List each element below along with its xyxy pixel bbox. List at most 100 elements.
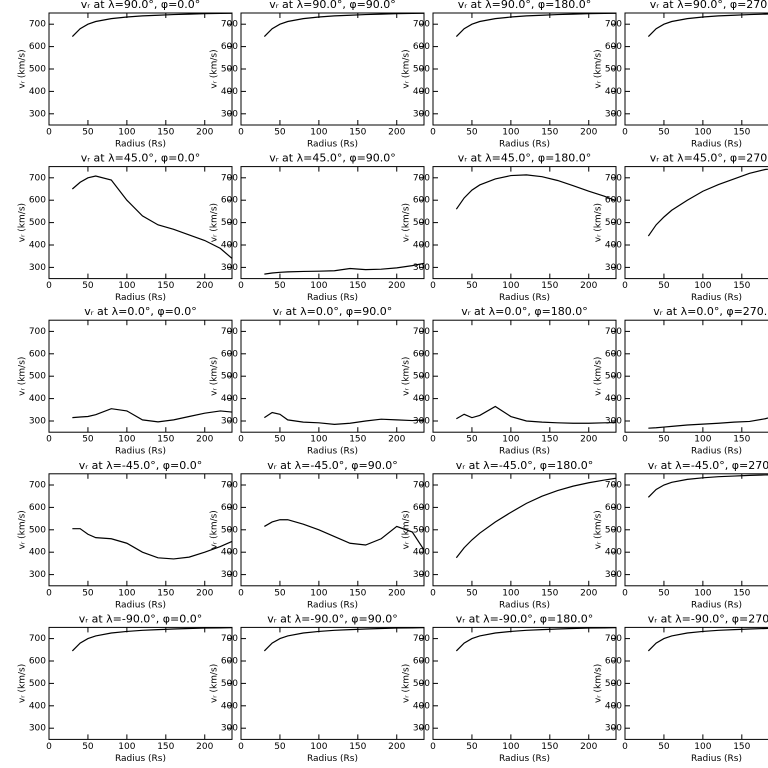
x-tick-label: 150 bbox=[157, 128, 174, 138]
x-tick-label: 0 bbox=[622, 128, 628, 138]
y-tick-label: 400 bbox=[413, 87, 430, 97]
y-tick-label: 500 bbox=[29, 372, 46, 382]
x-axis-label: Radius (Rs) bbox=[499, 600, 550, 610]
y-tick-label: 500 bbox=[221, 218, 238, 228]
panel: vᵣ at λ=0.0°, φ=0.0° 0 50 100 150 200 300 400 50… bbox=[18, 305, 233, 457]
y-tick-label: 300 bbox=[605, 109, 622, 119]
x-tick-label: 0 bbox=[46, 588, 52, 598]
plot-frame bbox=[432, 626, 617, 740]
y-tick-label: 300 bbox=[605, 417, 622, 427]
y-tick-label: 300 bbox=[605, 724, 622, 734]
x-axis-label: Radius (Rs) bbox=[307, 293, 358, 303]
x-axis-label: Radius (Rs) bbox=[691, 447, 742, 457]
y-tick-label: 400 bbox=[29, 394, 46, 404]
x-tick-label: 150 bbox=[157, 588, 174, 598]
x-tick-label: 150 bbox=[157, 435, 174, 445]
x-tick-label: 0 bbox=[46, 742, 52, 752]
y-tick-label: 300 bbox=[605, 263, 622, 273]
y-tick-label: 500 bbox=[29, 218, 46, 228]
panel: vᵣ at λ=90.0°, φ=270.0°05010015020030040… bbox=[594, 0, 768, 150]
x-tick-label: 50 bbox=[274, 281, 286, 291]
x-tick-label: 50 bbox=[466, 281, 478, 291]
y-tick-label: 700 bbox=[221, 634, 238, 644]
x-tick-label: 200 bbox=[388, 435, 405, 445]
panel: vᵣ at λ=45.0°, φ=90.0° 0 50 100 150 200 300 400… bbox=[210, 152, 425, 303]
panel: vᵣ at λ=45.0°, φ=270.0°05010015020030040… bbox=[594, 152, 768, 303]
y-tick-label: 600 bbox=[413, 196, 430, 206]
x-tick-label: 100 bbox=[118, 435, 135, 445]
y-axis-label: vᵣ (km/s) bbox=[18, 510, 28, 549]
y-tick-label: 400 bbox=[29, 241, 46, 251]
x-axis-label: Radius (Rs) bbox=[115, 140, 166, 150]
x-tick-label: 150 bbox=[349, 281, 366, 291]
y-tick-label: 400 bbox=[413, 394, 430, 404]
panel-title: vᵣ at λ=-90.0°, φ=270.0° bbox=[648, 612, 768, 625]
y-tick-label: 500 bbox=[605, 218, 622, 228]
panel-title: vᵣ at λ=-90.0°, φ=0.0° bbox=[79, 612, 203, 625]
data-line bbox=[455, 12, 617, 37]
x-tick-label: 200 bbox=[388, 742, 405, 752]
y-axis-label: vᵣ (km/s) bbox=[210, 357, 220, 396]
data-line bbox=[264, 262, 425, 275]
x-tick-label: 50 bbox=[466, 742, 478, 752]
plot-frame bbox=[432, 473, 617, 587]
x-tick-label: 100 bbox=[310, 281, 327, 291]
plot-frame bbox=[240, 473, 425, 587]
y-tick-label: 500 bbox=[413, 65, 430, 75]
plot-frame bbox=[624, 12, 768, 126]
x-axis-label: Radius (Rs) bbox=[691, 140, 742, 150]
x-tick-label: 50 bbox=[82, 281, 94, 291]
x-tick-label: 0 bbox=[622, 281, 628, 291]
y-tick-label: 300 bbox=[29, 724, 46, 734]
x-tick-label: 100 bbox=[502, 128, 519, 138]
y-axis-label: vᵣ (km/s) bbox=[402, 203, 412, 242]
y-axis-label: vᵣ (km/s) bbox=[210, 203, 220, 242]
panel-title: vᵣ at λ=-90.0°, φ=90.0° bbox=[267, 612, 398, 625]
x-axis-label: Radius (Rs) bbox=[307, 447, 358, 457]
y-tick-label: 400 bbox=[29, 548, 46, 558]
x-tick-label: 100 bbox=[502, 742, 519, 752]
plot-frame bbox=[240, 626, 425, 740]
x-tick-label: 0 bbox=[430, 742, 436, 752]
y-tick-label: 600 bbox=[29, 503, 46, 513]
y-tick-label: 500 bbox=[221, 525, 238, 535]
x-tick-label: 200 bbox=[580, 588, 597, 598]
y-axis-label: vᵣ (km/s) bbox=[594, 664, 604, 703]
y-axis-label: vᵣ (km/s) bbox=[402, 510, 412, 549]
y-tick-label: 400 bbox=[413, 548, 430, 558]
x-tick-label: 100 bbox=[694, 742, 711, 752]
panel: vᵣ at λ=0.0°, φ=180.0° 0 50 100 150 200 300 400… bbox=[402, 305, 617, 457]
y-tick-label: 500 bbox=[413, 679, 430, 689]
x-tick-label: 200 bbox=[580, 435, 597, 445]
y-axis-label: vᵣ (km/s) bbox=[210, 49, 220, 88]
plot-frame bbox=[48, 12, 233, 126]
y-tick-label: 500 bbox=[413, 218, 430, 228]
y-axis-label: vᵣ (km/s) bbox=[402, 49, 412, 88]
y-tick-label: 300 bbox=[29, 570, 46, 580]
y-tick-label: 300 bbox=[29, 109, 46, 119]
y-tick-label: 400 bbox=[605, 701, 622, 711]
panel: vᵣ at λ=-90.0°, φ=270.0°0501001502003004… bbox=[594, 612, 768, 764]
panel-title: vᵣ at λ=-90.0°, φ=180.0° bbox=[456, 612, 594, 625]
x-tick-label: 0 bbox=[238, 742, 244, 752]
x-tick-label: 200 bbox=[388, 128, 405, 138]
x-axis-label: Radius (Rs) bbox=[115, 293, 166, 303]
panel: vᵣ at λ=-90.0°, φ=0.0° 0 50 100 150 200 300 400… bbox=[18, 612, 233, 764]
panel-title: vᵣ at λ=90.0°, φ=180.0° bbox=[458, 0, 592, 11]
x-tick-label: 100 bbox=[118, 128, 135, 138]
x-tick-label: 50 bbox=[274, 128, 286, 138]
y-tick-label: 600 bbox=[29, 349, 46, 359]
y-tick-label: 700 bbox=[29, 20, 46, 30]
x-tick-label: 150 bbox=[349, 128, 366, 138]
y-tick-label: 300 bbox=[221, 417, 238, 427]
x-tick-label: 150 bbox=[541, 588, 558, 598]
y-tick-label: 700 bbox=[221, 173, 238, 183]
panel: vᵣ at λ=-90.0°, φ=180.0° 0 50 100 150 200 300 4… bbox=[402, 612, 617, 764]
data-line bbox=[72, 528, 233, 560]
x-axis-label: Radius (Rs) bbox=[499, 140, 550, 150]
y-tick-label: 500 bbox=[413, 372, 430, 382]
x-axis-label: Radius (Rs) bbox=[307, 140, 358, 150]
x-tick-label: 0 bbox=[430, 588, 436, 598]
y-tick-label: 300 bbox=[413, 724, 430, 734]
x-axis-label: Radius (Rs) bbox=[499, 447, 550, 457]
